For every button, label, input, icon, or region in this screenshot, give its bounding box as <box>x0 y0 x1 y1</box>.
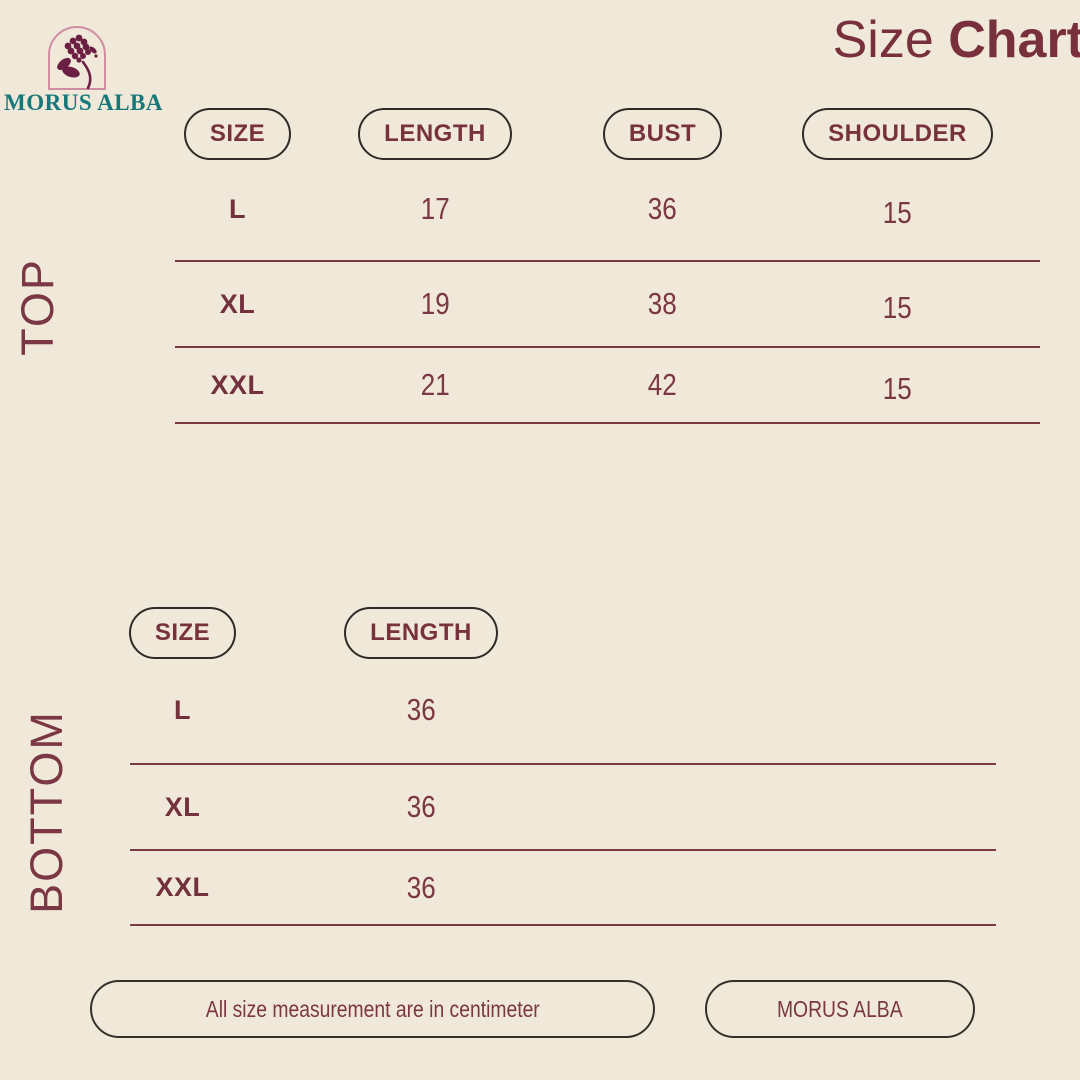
table-row: XXL 36 <box>130 851 996 926</box>
size-cell: L <box>229 193 246 224</box>
length-cell: 17 <box>420 191 450 226</box>
brand-name: MORUS ALBA <box>4 90 163 115</box>
shoulder-cell: 15 <box>883 195 912 230</box>
header-pill-length: LENGTH <box>344 607 498 659</box>
size-cell: L <box>174 694 191 725</box>
header-pill-length: LENGTH <box>358 108 512 160</box>
footer-brand-pill: MORUS ALBA <box>705 980 975 1038</box>
table-row: XL 19 38 15 <box>175 262 1040 348</box>
bust-cell: 38 <box>648 286 677 321</box>
shoulder-cell: 15 <box>883 371 912 406</box>
size-cell: XXL <box>210 369 265 400</box>
footer-brand-text: MORUS ALBA <box>777 995 903 1022</box>
brand-logo <box>48 26 106 90</box>
bottom-table-header: SIZE LENGTH <box>128 607 996 659</box>
bust-cell: 36 <box>648 191 677 226</box>
length-cell: 19 <box>420 286 450 321</box>
table-row: L 17 36 15 <box>175 158 1040 262</box>
header-pill-size: SIZE <box>128 607 237 659</box>
length-cell: 36 <box>406 789 436 824</box>
bottom-size-table: SIZE LENGTH L 36 XL 36 XXL 36 <box>128 607 996 926</box>
table-row: L 36 <box>130 657 996 765</box>
header-pill-bust: BUST <box>602 108 723 160</box>
page-title: Size Chart <box>833 10 1080 70</box>
size-cell: XXL <box>155 872 210 902</box>
measurement-note-pill: All size measurement are in centimeter <box>90 980 655 1038</box>
length-cell: 36 <box>406 869 436 905</box>
length-cell: 21 <box>420 367 450 402</box>
title-bold: Chart <box>948 11 1080 69</box>
length-cell: 36 <box>406 692 436 727</box>
section-label-bottom: BOTTOM <box>21 710 72 914</box>
shoulder-cell: 15 <box>883 290 912 325</box>
bust-cell: 42 <box>648 367 677 402</box>
table-row: XL 36 <box>130 765 996 851</box>
title-regular: Size <box>832 11 934 69</box>
section-label-top: TOP <box>12 258 63 356</box>
header-pill-shoulder: SHOULDER <box>802 108 993 160</box>
size-cell: XL <box>164 791 201 822</box>
measurement-note-text: All size measurement are in centimeter <box>205 995 540 1022</box>
header-pill-size: SIZE <box>183 108 292 160</box>
top-table-header: SIZE LENGTH BUST SHOULDER <box>175 108 1040 160</box>
top-size-table: SIZE LENGTH BUST SHOULDER L 17 36 15 XL … <box>175 108 1040 424</box>
size-cell: XL <box>219 288 256 319</box>
table-row: XXL 21 42 15 <box>175 348 1040 424</box>
